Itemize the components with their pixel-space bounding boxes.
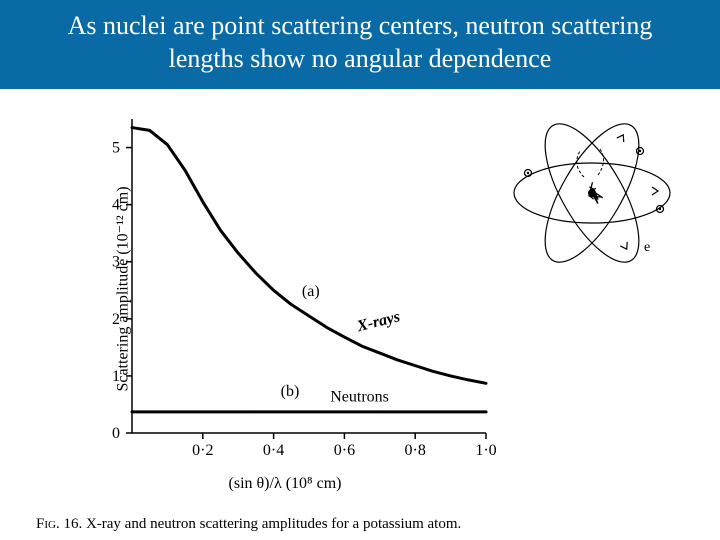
chart-svg: 0123450·20·40·60·81·0(a)X-rays(b)Neutron… <box>70 109 500 489</box>
content-area: 0123450·20·40·60·81·0(a)X-rays(b)Neutron… <box>0 89 720 539</box>
title-text: As nuclei are point scattering centers, … <box>68 11 653 73</box>
svg-text:1·0: 1·0 <box>475 442 496 459</box>
svg-text:0·2: 0·2 <box>192 442 213 459</box>
caption-prefix: Fig. 16. <box>36 516 82 532</box>
figure-caption: Fig. 16. X-ray and neutron scattering am… <box>36 516 461 533</box>
svg-text:0: 0 <box>112 425 120 442</box>
atom-illustration: e <box>492 113 692 283</box>
svg-text:0·4: 0·4 <box>263 442 284 459</box>
svg-text:(b): (b) <box>281 383 300 400</box>
svg-text:5: 5 <box>112 140 120 157</box>
scattering-chart: 0123450·20·40·60·81·0(a)X-rays(b)Neutron… <box>70 109 500 489</box>
svg-text:Neutrons: Neutrons <box>330 389 389 406</box>
slide-title: As nuclei are point scattering centers, … <box>0 0 720 89</box>
svg-text:X-rays: X-rays <box>354 308 401 335</box>
y-axis-label: Scattering amplitude (10⁻¹² cm) <box>113 186 133 391</box>
atom-svg: e <box>492 113 692 283</box>
svg-text:0·8: 0·8 <box>405 442 426 459</box>
caption-body: X-ray and neutron scattering amplitudes … <box>86 516 461 532</box>
x-axis-label: (sin θ)/λ (10⁸ cm) <box>229 475 342 493</box>
svg-text:(a): (a) <box>302 283 320 300</box>
svg-text:0·6: 0·6 <box>334 442 355 459</box>
svg-text:e: e <box>644 240 650 255</box>
